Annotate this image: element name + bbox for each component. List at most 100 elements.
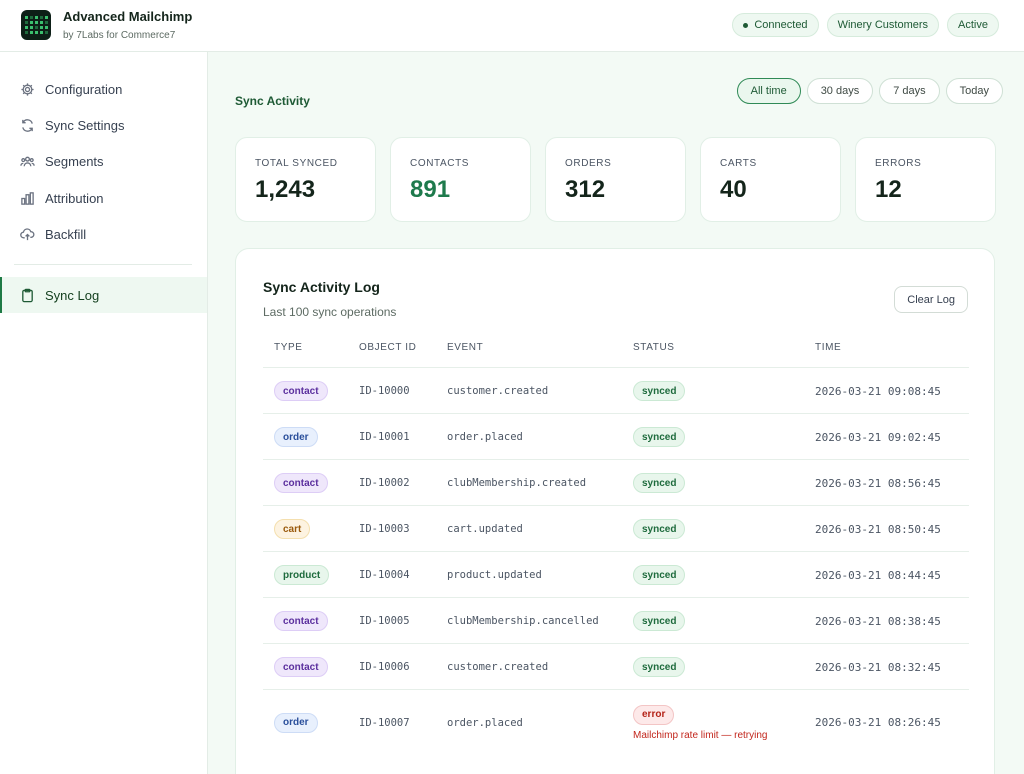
type-badge: product: [274, 565, 330, 585]
type-badge: contact: [274, 657, 328, 677]
column-header-object-id: OBJECT ID: [359, 342, 417, 353]
range-30-days-button[interactable]: 30 days: [806, 78, 874, 104]
object-id: ID-10004: [359, 569, 410, 581]
sidebar-item-label: Configuration: [45, 81, 123, 97]
error-message: Mailchimp rate limit — retrying: [633, 729, 768, 741]
stat-card-orders: ORDERS 312: [545, 137, 686, 222]
table-row: cart ID-10003 cart.updated synced 2026-03-21…: [263, 505, 969, 551]
app-header: Advanced Mailchimp by 7Labs for Commerce…: [0, 0, 1024, 52]
status-dot-icon: [743, 22, 749, 28]
event-name: order.placed: [447, 716, 523, 729]
object-id: ID-10005: [359, 615, 410, 627]
column-header-event: EVENT: [447, 342, 484, 353]
stat-label: TOTAL SYNCED: [255, 158, 338, 169]
clear-log-button[interactable]: Clear Log: [894, 286, 968, 313]
timestamp: 2026-03-21 08:44:45: [815, 568, 941, 582]
status-badge: synced: [633, 565, 686, 585]
range-7-days-button[interactable]: 7 days: [879, 78, 940, 104]
main-content: Sync Activity All time 30 days 7 days To…: [208, 52, 1024, 774]
active-label: Active: [958, 19, 988, 31]
gear-icon: [21, 82, 34, 96]
cloud-upload-icon: [20, 227, 35, 240]
sidebar-item-backfill[interactable]: Backfill: [0, 216, 207, 252]
sidebar-item-label: Sync Settings: [45, 117, 125, 133]
audience-label: Winery Customers: [837, 19, 929, 31]
stat-label: CONTACTS: [410, 158, 470, 169]
column-header-type: TYPE: [274, 342, 303, 353]
object-id: ID-10000: [359, 385, 410, 397]
sidebar: Configuration Sync Settings Segments Att…: [0, 52, 208, 774]
section-title: Sync Activity: [235, 94, 310, 108]
sidebar-item-configuration[interactable]: Configuration: [0, 71, 207, 107]
object-id: ID-10003: [359, 523, 410, 535]
sidebar-item-sync-log[interactable]: Sync Log: [0, 277, 207, 313]
status-badge: synced: [633, 381, 686, 401]
stat-card-contacts: CONTACTS 891: [390, 137, 531, 222]
clipboard-icon: [22, 288, 33, 302]
object-id: ID-10006: [359, 661, 410, 673]
stat-card-carts: CARTS 40: [700, 137, 841, 222]
event-name: product.updated: [447, 569, 542, 581]
table-row: contact ID-10000 customer.created synced 202…: [263, 367, 969, 413]
sidebar-item-sync-settings[interactable]: Sync Settings: [0, 107, 207, 143]
sidebar-item-label: Segments: [45, 153, 104, 169]
sidebar-item-label: Backfill: [45, 226, 87, 242]
status-badge: synced: [633, 519, 686, 539]
audience-badge: Winery Customers: [826, 13, 940, 37]
sidebar-divider: [14, 264, 192, 265]
stat-value: 891: [410, 176, 451, 203]
timestamp: 2026-03-21 08:50:45: [815, 522, 941, 536]
status-badge: synced: [633, 611, 686, 631]
stat-label: ORDERS: [565, 158, 612, 169]
table-row: order ID-10001 order.placed synced 2026-03-2…: [263, 413, 969, 459]
status-badge: synced: [633, 473, 686, 493]
sidebar-item-segments[interactable]: Segments: [0, 143, 207, 179]
status-badge: synced: [633, 657, 686, 677]
sidebar-item-attribution[interactable]: Attribution: [0, 180, 207, 216]
timestamp: 2026-03-21 09:08:45: [815, 384, 941, 398]
range-today-button[interactable]: Today: [945, 78, 1003, 104]
sidebar-item-label: Sync Log: [45, 287, 100, 303]
timestamp: 2026-03-21 08:56:45: [815, 476, 941, 490]
stat-value: 1,243: [255, 176, 316, 203]
stat-label: CARTS: [720, 158, 757, 169]
date-range-filter: All time 30 days 7 days Today: [736, 78, 1003, 104]
event-name: order.placed: [447, 431, 523, 443]
connected-badge: Connected: [732, 13, 819, 37]
timestamp: 2026-03-21 08:38:45: [815, 614, 941, 628]
sidebar-item-label: Attribution: [45, 190, 104, 206]
type-badge: order: [274, 427, 318, 447]
object-id: ID-10001: [359, 431, 410, 443]
event-name: customer.created: [447, 661, 549, 673]
object-id: ID-10002: [359, 477, 410, 489]
status-badge: synced: [633, 427, 686, 447]
object-id: ID-10007: [359, 716, 410, 729]
stat-value: 40: [720, 176, 747, 203]
column-header-status: STATUS: [633, 342, 675, 353]
type-badge: contact: [274, 381, 328, 401]
stat-value: 12: [875, 176, 902, 203]
timestamp: 2026-03-21 09:02:45: [815, 430, 941, 444]
event-name: cart.updated: [447, 523, 523, 535]
app-subtitle: by 7Labs for Commerce7: [63, 30, 176, 41]
event-name: customer.created: [447, 385, 549, 397]
event-name: clubMembership.created: [447, 477, 587, 489]
type-badge: cart: [274, 519, 311, 539]
stat-card-total-synced: TOTAL SYNCED 1,243: [235, 137, 376, 222]
app-title: Advanced Mailchimp: [63, 9, 193, 24]
log-title: Sync Activity Log: [263, 279, 380, 295]
column-header-time: TIME: [815, 342, 842, 353]
bar-chart-icon: [21, 191, 34, 205]
event-name: clubMembership.cancelled: [447, 615, 599, 627]
sync-icon: [22, 118, 33, 132]
range-all-time-button[interactable]: All time: [736, 78, 801, 104]
stat-label: ERRORS: [875, 158, 922, 169]
timestamp: 2026-03-21 08:26:45: [815, 716, 941, 729]
table-row: product ID-10004 product.updated synced 2026…: [263, 551, 969, 597]
connected-label: Connected: [754, 19, 808, 31]
active-badge: Active: [947, 13, 999, 37]
stat-value: 312: [565, 176, 606, 203]
status-badge: error: [633, 704, 675, 725]
app-logo-icon: [21, 10, 51, 40]
header-status-pills: Connected Winery Customers Active: [732, 13, 999, 37]
